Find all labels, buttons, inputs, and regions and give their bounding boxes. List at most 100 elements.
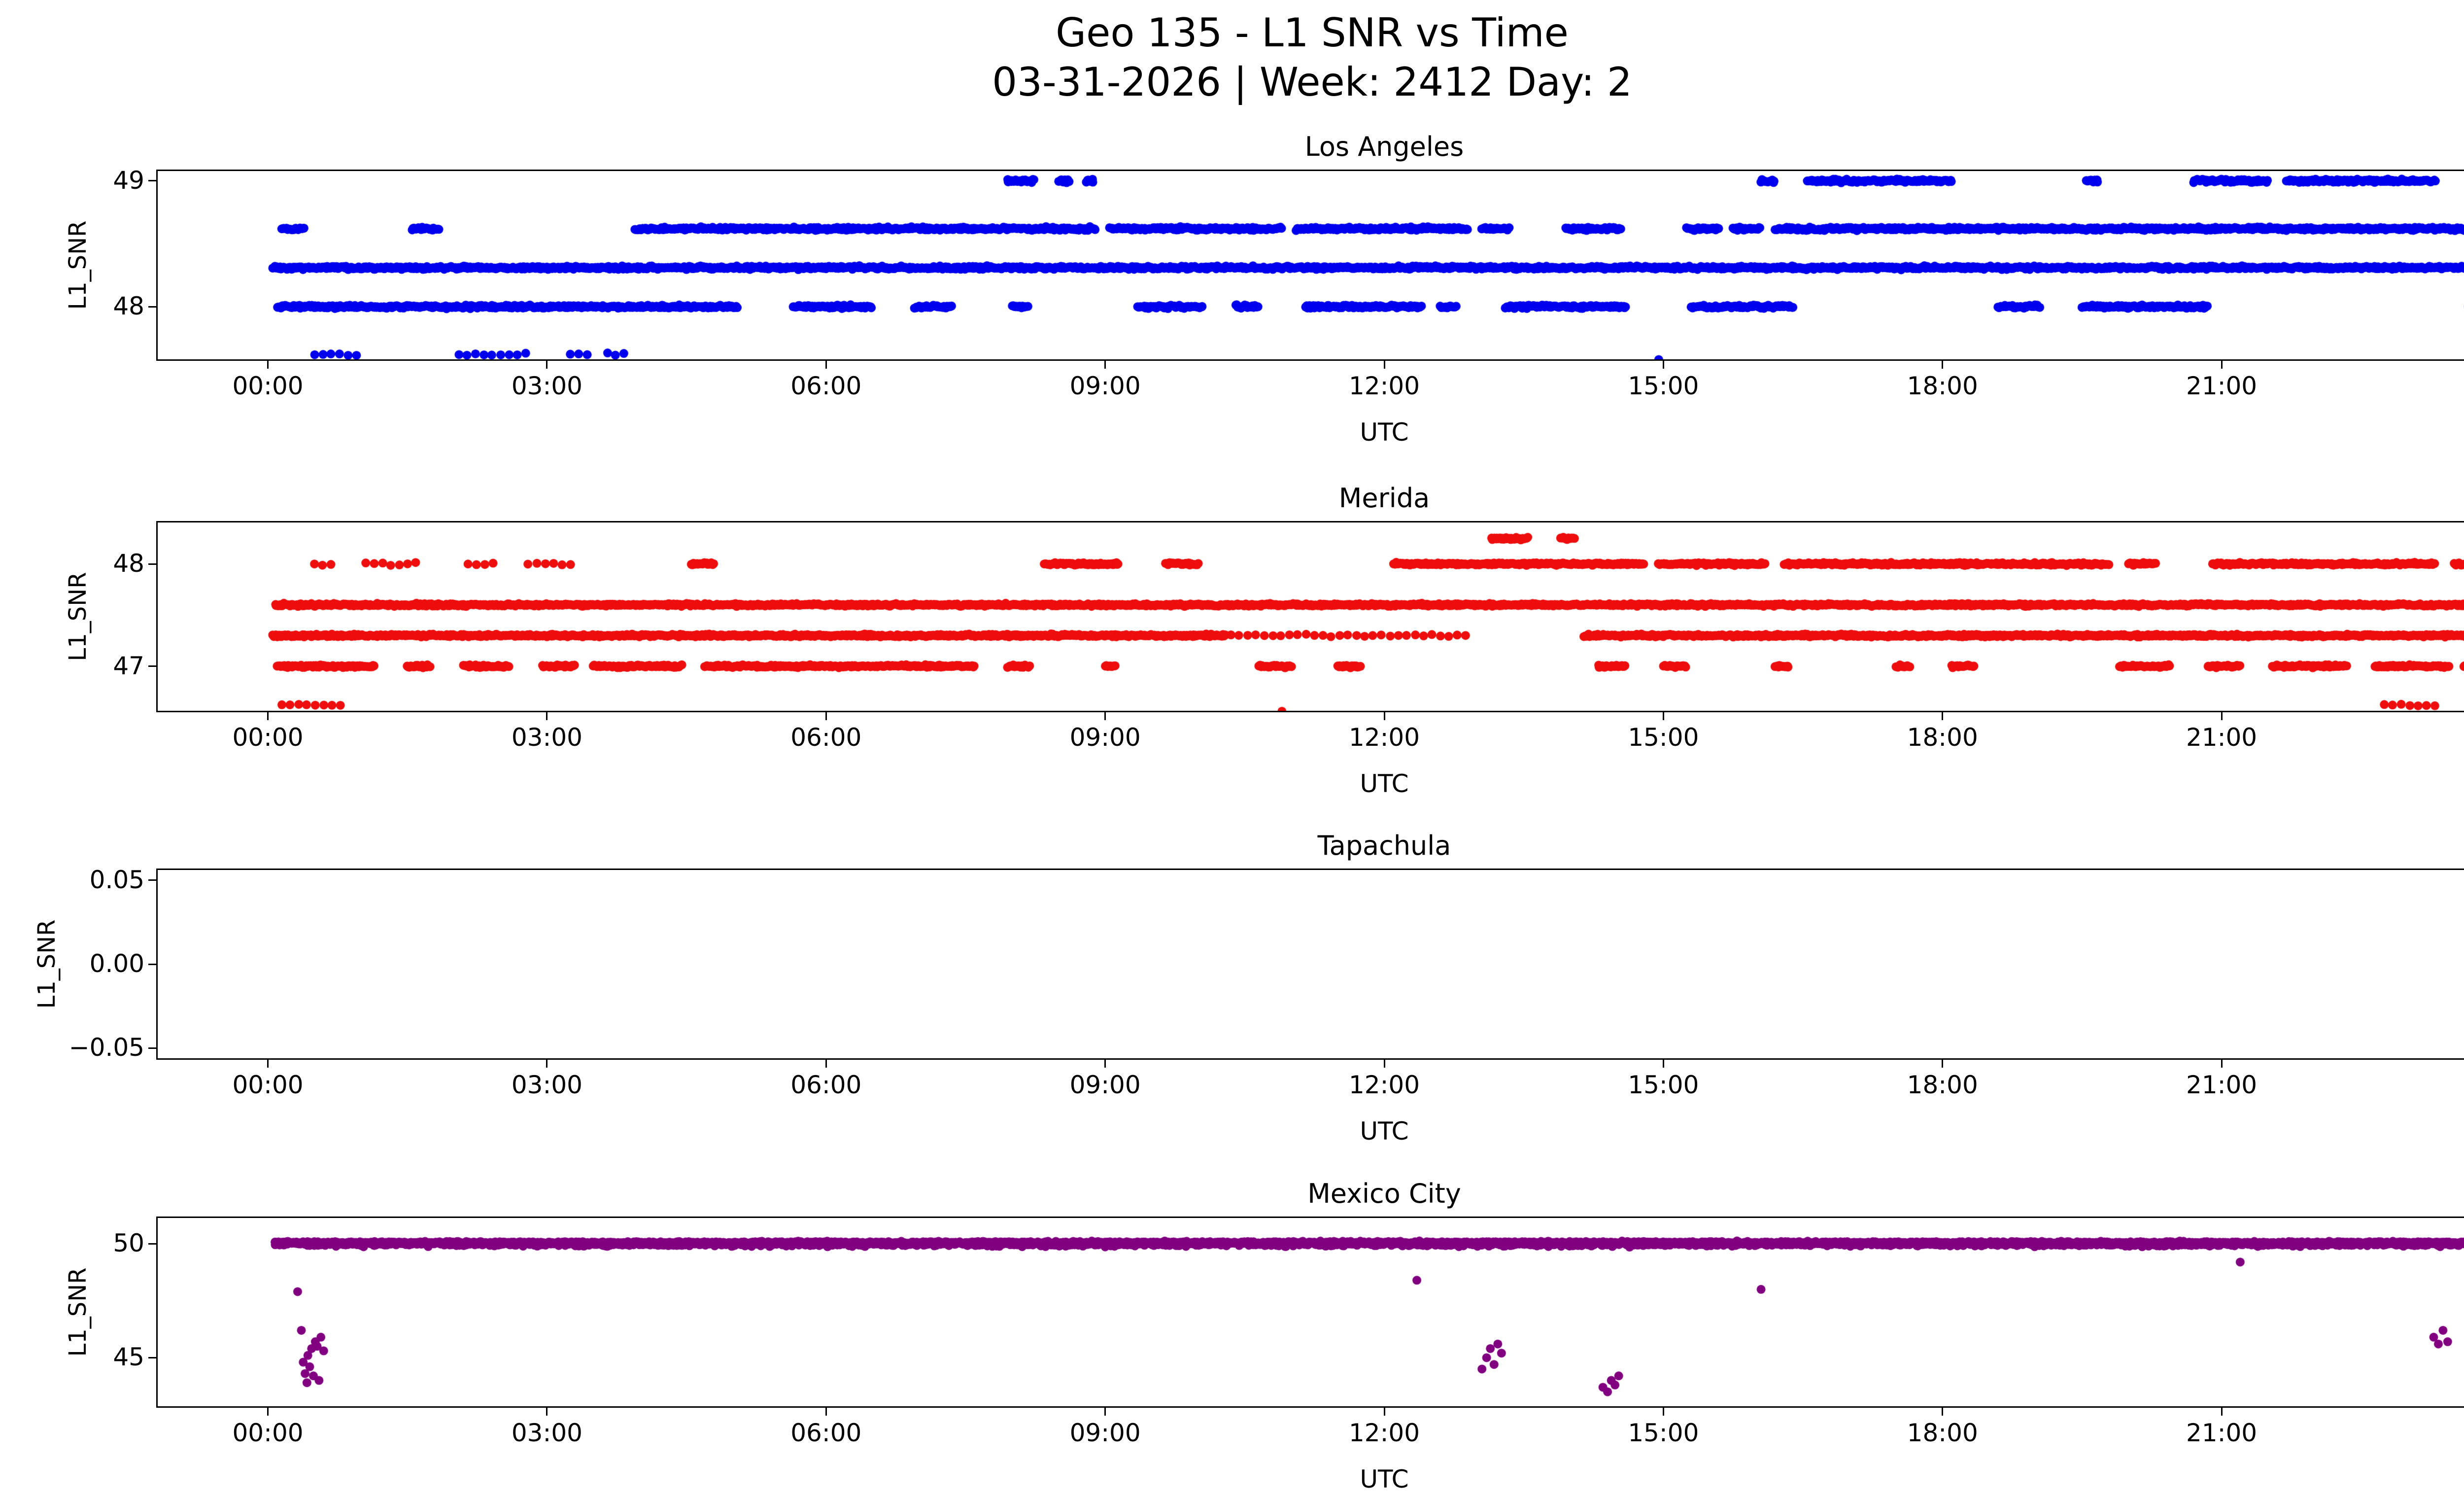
figure-title: Geo 135 - L1 SNR vs Time [1056, 10, 1569, 56]
x-tick-mark [1104, 712, 1106, 720]
y-tick-label: 47 [113, 651, 144, 680]
x-tick-mark [2221, 361, 2223, 369]
x-tick-label: 03:00 [511, 372, 582, 400]
plot-canvas-mexico-city [156, 1217, 2464, 1408]
x-tick-label: 00:00 [2436, 372, 2464, 400]
x-tick-label: 06:00 [790, 372, 862, 400]
y-tick-label: 48 [113, 292, 144, 321]
x-tick-mark [1942, 1060, 1944, 1068]
x-tick-mark [546, 1060, 548, 1068]
x-tick-label: 15:00 [1628, 723, 1699, 752]
plot-canvas-los-angeles [156, 170, 2464, 361]
x-tick-label: 03:00 [511, 723, 582, 752]
x-tick-mark [1662, 1408, 1664, 1416]
x-tick-label: 21:00 [2186, 1071, 2258, 1099]
y-axis-label-merida: L1_SNR [64, 572, 92, 661]
y-tick-mark [148, 1356, 156, 1358]
x-tick-label: 18:00 [1907, 1071, 1978, 1099]
x-tick-label: 06:00 [790, 1419, 862, 1447]
x-tick-label: 12:00 [1348, 372, 1420, 400]
x-tick-label: 06:00 [790, 723, 862, 752]
x-tick-mark [1104, 1408, 1106, 1416]
x-tick-mark [825, 361, 827, 369]
x-tick-mark [1383, 361, 1385, 369]
x-tick-label: 12:00 [1348, 1071, 1420, 1099]
x-tick-mark [2221, 712, 2223, 720]
x-tick-label: 00:00 [232, 1071, 304, 1099]
x-tick-mark [267, 361, 269, 369]
x-tick-mark [1942, 1408, 1944, 1416]
x-tick-mark [1942, 712, 1944, 720]
x-tick-mark [546, 1408, 548, 1416]
plot-canvas-tapachula [156, 869, 2464, 1060]
x-tick-label: 00:00 [2436, 1071, 2464, 1099]
y-tick-label: 48 [113, 549, 144, 578]
y-axis-label-mexico-city: L1_SNR [64, 1267, 92, 1357]
x-tick-mark [267, 712, 269, 720]
x-tick-mark [546, 712, 548, 720]
x-tick-mark [1942, 361, 1944, 369]
x-tick-label: 03:00 [511, 1071, 582, 1099]
y-axis-label-tapachula: L1_SNR [33, 919, 61, 1009]
y-tick-label: 45 [113, 1343, 144, 1372]
x-axis-label-merida: UTC [1360, 769, 1409, 798]
subplot-title-mexico-city: Mexico City [1307, 1178, 1461, 1209]
x-tick-mark [1662, 712, 1664, 720]
y-tick-label: 0.00 [89, 949, 144, 978]
x-tick-mark [825, 712, 827, 720]
x-axis-label-tapachula: UTC [1360, 1117, 1409, 1146]
x-tick-mark [1662, 361, 1664, 369]
x-tick-label: 21:00 [2186, 723, 2258, 752]
y-tick-mark [148, 963, 156, 965]
x-tick-label: 00:00 [2436, 1419, 2464, 1447]
y-tick-mark [148, 665, 156, 667]
y-axis-label-los-angeles: L1_SNR [64, 220, 92, 310]
x-tick-mark [825, 1060, 827, 1068]
plot-canvas-merida [156, 521, 2464, 712]
x-tick-label: 15:00 [1628, 372, 1699, 400]
figure-subtitle: 03-31-2026 | Week: 2412 Day: 2 [992, 59, 1632, 105]
y-tick-mark [148, 306, 156, 308]
subplot-title-los-angeles: Los Angeles [1304, 131, 1464, 162]
x-tick-mark [1662, 1060, 1664, 1068]
x-tick-label: 00:00 [232, 1419, 304, 1447]
x-tick-label: 00:00 [2436, 723, 2464, 752]
x-tick-label: 03:00 [511, 1419, 582, 1447]
x-tick-mark [1383, 1060, 1385, 1068]
x-axis-label-los-angeles: UTC [1360, 418, 1409, 447]
x-tick-label: 06:00 [790, 1071, 862, 1099]
x-tick-mark [2221, 1408, 2223, 1416]
x-tick-mark [825, 1408, 827, 1416]
x-tick-label: 15:00 [1628, 1071, 1699, 1099]
x-tick-label: 09:00 [1069, 372, 1141, 400]
x-tick-label: 12:00 [1348, 723, 1420, 752]
y-tick-mark [148, 1243, 156, 1245]
x-tick-label: 15:00 [1628, 1419, 1699, 1447]
subplot-title-tapachula: Tapachula [1317, 830, 1451, 861]
x-tick-label: 18:00 [1907, 723, 1978, 752]
x-tick-mark [267, 1408, 269, 1416]
y-tick-label: 49 [113, 166, 144, 195]
y-tick-label: 0.05 [89, 865, 144, 894]
x-tick-mark [1104, 361, 1106, 369]
x-tick-label: 12:00 [1348, 1419, 1420, 1447]
x-tick-label: 00:00 [232, 372, 304, 400]
y-tick-mark [148, 180, 156, 182]
y-tick-label: 50 [113, 1229, 144, 1258]
y-tick-mark [148, 1047, 156, 1049]
x-tick-label: 09:00 [1069, 1419, 1141, 1447]
x-tick-mark [1104, 1060, 1106, 1068]
x-tick-label: 21:00 [2186, 1419, 2258, 1447]
x-tick-mark [1383, 712, 1385, 720]
x-tick-label: 21:00 [2186, 372, 2258, 400]
x-tick-mark [2221, 1060, 2223, 1068]
x-tick-mark [1383, 1408, 1385, 1416]
y-tick-mark [148, 563, 156, 565]
x-tick-label: 09:00 [1069, 1071, 1141, 1099]
x-tick-label: 09:00 [1069, 723, 1141, 752]
x-tick-label: 00:00 [232, 723, 304, 752]
x-tick-label: 18:00 [1907, 1419, 1978, 1447]
y-tick-mark [148, 879, 156, 881]
subplot-title-merida: Merida [1338, 483, 1430, 514]
